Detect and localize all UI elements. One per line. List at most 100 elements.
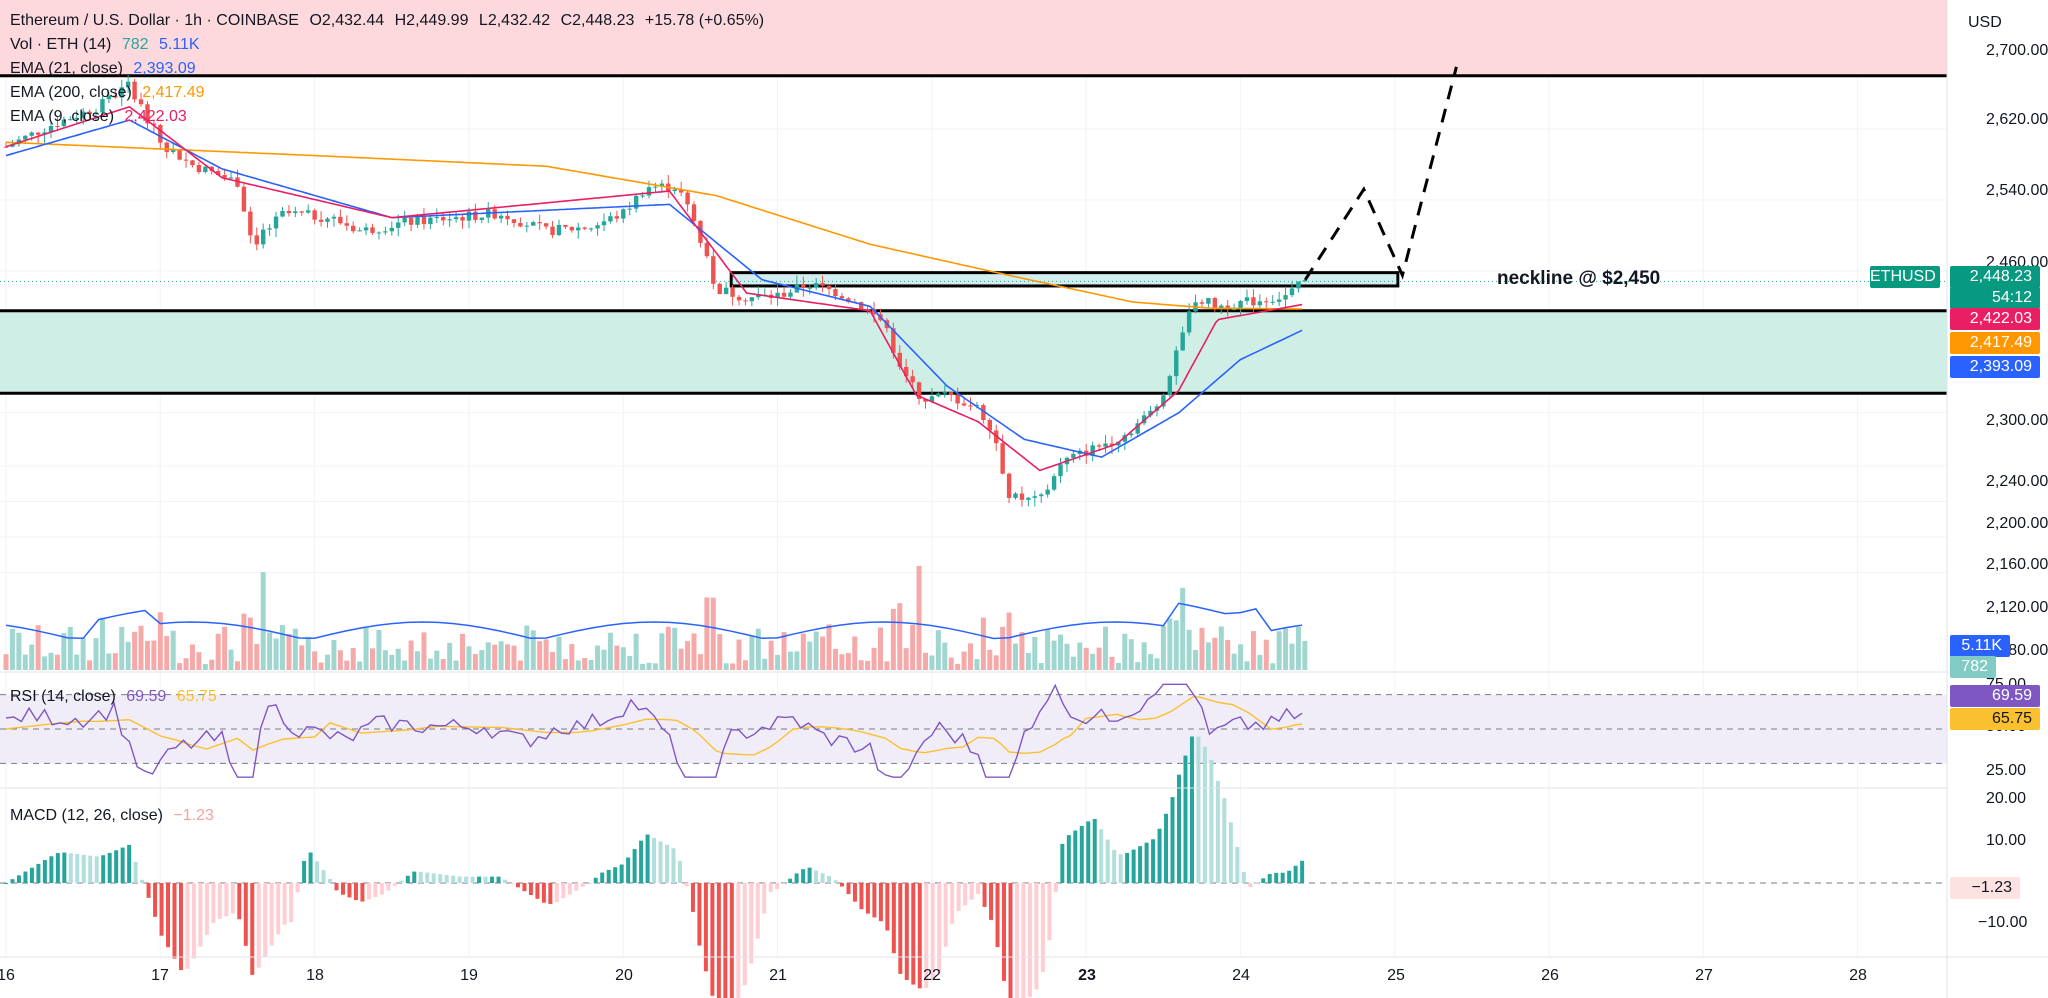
candle-body xyxy=(35,132,41,135)
candle-body xyxy=(3,146,9,148)
volume-bar xyxy=(1019,632,1025,670)
macd-histogram-bar xyxy=(632,849,637,883)
legend-volume-row[interactable]: Vol · ETH (14) 782 5.11K xyxy=(10,36,206,54)
volume-bar xyxy=(29,644,35,670)
candle-body xyxy=(1186,311,1192,333)
volume-bar xyxy=(382,650,388,670)
macd-histogram-bar xyxy=(976,883,981,894)
volume-bar xyxy=(157,612,163,670)
macd-histogram-bar xyxy=(574,883,579,891)
macd-histogram-bar xyxy=(503,879,508,883)
macd-histogram-bar xyxy=(1183,755,1188,883)
macd-histogram-bar xyxy=(930,883,935,981)
legend-macd-row[interactable]: MACD (12, 26, close) −1.23 xyxy=(10,807,220,825)
volume-bar xyxy=(961,651,967,670)
macd-histogram-bar xyxy=(703,883,708,972)
volume-bar xyxy=(247,617,253,670)
volume-bar xyxy=(730,663,736,670)
candle-body xyxy=(974,405,980,407)
symbol-title[interactable]: Ethereum / U.S. Dollar · 1h · COINBASE xyxy=(10,12,299,29)
candle-body xyxy=(897,352,902,367)
macd-histogram-bar xyxy=(652,837,657,883)
volume-bar xyxy=(1257,654,1263,670)
macd-histogram-bar xyxy=(62,852,67,883)
candle-body xyxy=(1019,493,1025,500)
volume-bar xyxy=(93,638,99,670)
rsi-ma-tag: 65.75 xyxy=(1950,708,2040,730)
candle-body xyxy=(370,227,375,233)
volume-bar xyxy=(299,645,305,670)
volume-bar xyxy=(607,632,613,670)
price-tick: 2,200.00 xyxy=(1986,515,2048,532)
macd-histogram-bar xyxy=(535,883,540,899)
volume-bar xyxy=(74,654,80,670)
legend-ema9-row[interactable]: EMA (9, close) 2,422.03 xyxy=(10,108,193,126)
volume-ma-tag: 5.11K xyxy=(1950,635,2010,657)
price-tick: 2,160.00 xyxy=(1986,556,2048,573)
legend-rsi-row[interactable]: RSI (14, close) 69.59 65.75 xyxy=(10,688,223,706)
volume-bar xyxy=(968,643,973,670)
volume-bar xyxy=(106,653,112,670)
candle-body xyxy=(280,210,285,217)
volume-bar xyxy=(485,642,491,670)
volume-bar xyxy=(987,649,993,670)
candle-body xyxy=(1289,288,1295,296)
ohlc-change: +15.78 (+0.65%) xyxy=(644,12,765,29)
candle-body xyxy=(1199,302,1205,304)
date-tick: 22 xyxy=(923,967,941,984)
volume-bar xyxy=(1295,626,1301,670)
macd-histogram-bar xyxy=(172,883,177,959)
volume-bar xyxy=(228,649,234,670)
candle-body xyxy=(678,189,684,193)
volume-bar xyxy=(138,625,144,670)
candle-body xyxy=(61,119,67,127)
candle-body xyxy=(241,186,247,212)
volume-bar xyxy=(215,633,221,670)
candle-body xyxy=(601,221,607,226)
candle-body xyxy=(949,392,954,395)
candle-body xyxy=(479,217,485,220)
macd-histogram-bar xyxy=(1008,883,1013,998)
ema200-label: EMA (200, close) xyxy=(10,84,132,101)
volume-bar xyxy=(112,653,118,670)
candle-body xyxy=(306,210,311,213)
currency-label[interactable]: USD xyxy=(1968,14,2002,31)
candle-body xyxy=(871,309,877,315)
volume-bar xyxy=(595,645,601,670)
demand-zone xyxy=(0,310,1947,394)
macd-histogram-bar xyxy=(1131,849,1136,883)
volume-bar xyxy=(1000,626,1006,670)
macd-histogram-bar xyxy=(911,883,916,985)
volume-bar xyxy=(151,640,157,670)
volume-bar xyxy=(1205,642,1211,670)
volume-bar xyxy=(1083,647,1089,670)
candle-body xyxy=(640,195,645,197)
volume-bar xyxy=(755,628,761,670)
macd-histogram-bar xyxy=(878,883,883,922)
candle-body xyxy=(1122,435,1128,442)
macd-histogram-bar xyxy=(788,878,793,883)
macd-histogram-bar xyxy=(567,883,572,895)
legend-ema200-row[interactable]: EMA (200, close) 2,417.49 xyxy=(10,84,211,102)
volume-bar xyxy=(292,628,298,670)
volume-bar xyxy=(781,632,787,670)
volume-bar xyxy=(697,654,703,670)
macd-histogram-bar xyxy=(340,883,345,895)
volume-bar xyxy=(9,628,15,670)
candle-body xyxy=(119,87,124,98)
candle-body xyxy=(1231,308,1237,310)
candle-body xyxy=(1296,281,1301,289)
candle-body xyxy=(685,192,690,205)
legend-ema21-row[interactable]: EMA (21, close) 2,393.09 xyxy=(10,60,202,78)
volume-bar xyxy=(1064,643,1070,670)
rsi-ma-value: 65.75 xyxy=(176,688,217,705)
candle-body xyxy=(627,208,632,210)
macd-histogram-bar xyxy=(509,883,514,884)
macd-histogram-bar xyxy=(88,855,93,883)
candle-body xyxy=(743,300,748,302)
candle-body xyxy=(286,210,292,214)
macd-histogram-bar xyxy=(554,883,559,903)
candle-body xyxy=(1000,443,1005,474)
candle-body xyxy=(556,224,562,235)
macd-histogram-bar xyxy=(276,883,281,935)
